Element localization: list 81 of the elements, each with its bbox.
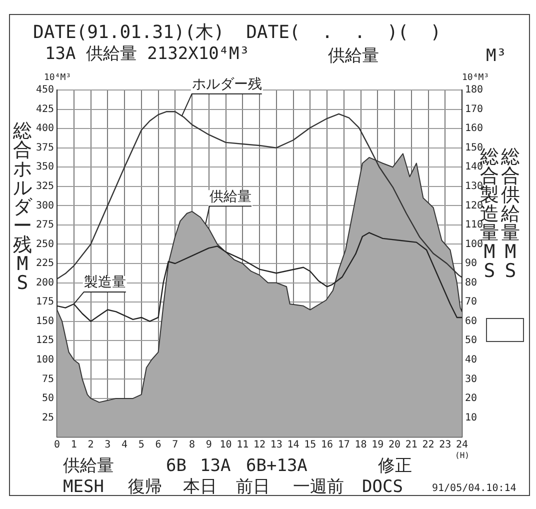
x-tick-label: 12 [253, 440, 266, 451]
text: 一週前 [293, 477, 344, 497]
y2-tick-label: 180 [465, 84, 484, 96]
text: 前日 [236, 477, 270, 497]
y2-tick-label: 70 [465, 296, 478, 308]
y2-tick-label: 80 [465, 277, 478, 288]
y2-tick-label: 90 [465, 258, 478, 270]
y-tick-label: 100 [36, 354, 54, 366]
x-tick-label: 7 [172, 440, 178, 451]
y-tick-label: 350 [36, 162, 54, 173]
x-tick-label: 5 [138, 440, 144, 451]
y2-tick-label: 60 [465, 316, 478, 327]
x-axis-title: (H) [455, 451, 470, 460]
x-tick-label: 16 [320, 440, 334, 451]
x-tick-label: 23 [439, 440, 452, 451]
x-tick-label: 22 [422, 440, 434, 451]
x-tick-label: 9 [206, 440, 212, 451]
x-tick-label: 13 [270, 440, 282, 451]
y-tick-label: 125 [36, 335, 54, 346]
y-tick-label: 150 [36, 316, 54, 327]
x-tick-label: 8 [188, 440, 196, 451]
x-tick-label: 20 [388, 440, 401, 451]
x-tick-label: 11 [236, 440, 249, 451]
series-label: 製造量 [84, 274, 126, 291]
x-tick-label: 10 [220, 440, 232, 451]
x-tick-label: 21 [405, 440, 418, 451]
text: 修正 [378, 456, 412, 476]
y-tick-label: 25 [42, 412, 54, 424]
text: 6B [166, 456, 186, 476]
series-label: 供給量 [210, 188, 252, 205]
x-tick-label: 1 [70, 440, 77, 451]
chart-subtitle: 13A 供給量 2132X10⁴M³ [45, 44, 250, 64]
text: 13A [200, 456, 231, 476]
y-tick-label: 275 [36, 220, 54, 231]
x-tick-label: 2 [88, 440, 94, 451]
text: 総合供給量MS [500, 146, 521, 282]
y-tick-label: 250 [36, 238, 54, 250]
y-tick-label: 325 [36, 180, 54, 192]
text: 10⁴M³ [462, 73, 490, 83]
y2-tick-label: 10 [465, 412, 478, 424]
y2-tick-label: 100 [465, 238, 484, 250]
x-tick-label: 17 [338, 440, 350, 451]
x-tick-label: 18 [354, 440, 367, 451]
y-tick-label: 375 [36, 142, 54, 154]
x-tick-label: 0 [54, 440, 60, 451]
y-tick-label: 175 [36, 296, 54, 308]
text: 6B+13A [246, 456, 308, 476]
y2-tick-label: 50 [465, 335, 478, 346]
text: 供給量 [328, 46, 379, 66]
text: 本日 [183, 477, 217, 497]
x-tick-label: 6 [155, 440, 162, 451]
text: MESH [63, 477, 104, 497]
x-tick-label: 3 [104, 440, 111, 451]
series-label: ホルダー残 [192, 76, 262, 93]
text: 91/05/04.10:14 [432, 483, 516, 494]
chart-title: DATE(91.01.31)(木) DATE( . . )( ) [33, 22, 442, 43]
y2-tick-label: 170 [465, 104, 484, 115]
x-tick-label: 14 [287, 440, 300, 451]
x-tick-label: 24 [456, 440, 468, 451]
text: 10⁴M³ [44, 73, 72, 83]
y-tick-label: 75 [42, 374, 54, 385]
text: 復帰 [128, 477, 162, 497]
y2-tick-label: 140 [465, 162, 484, 173]
y-tick-label: 450 [36, 84, 54, 96]
y-tick-label: 200 [36, 277, 54, 288]
x-tick-label: 15 [304, 440, 316, 451]
text: 供給量 [63, 456, 114, 476]
text: DOCS [362, 477, 403, 497]
y2-tick-label: 40 [465, 354, 478, 366]
y2-tick-label: 30 [465, 374, 478, 385]
text: M³ [486, 46, 506, 66]
y2-tick-label: 20 [465, 393, 478, 404]
y-tick-label: 300 [36, 200, 54, 212]
y-tick-label: 50 [42, 393, 54, 404]
text: 総合ホルダー残MS [13, 120, 32, 294]
y-tick-label: 425 [36, 104, 54, 115]
y-tick-label: 225 [36, 258, 54, 270]
x-tick-label: 4 [121, 440, 128, 451]
y-tick-label: 400 [36, 123, 54, 134]
y2-tick-label: 160 [465, 123, 484, 134]
x-tick-label: 19 [372, 440, 384, 451]
